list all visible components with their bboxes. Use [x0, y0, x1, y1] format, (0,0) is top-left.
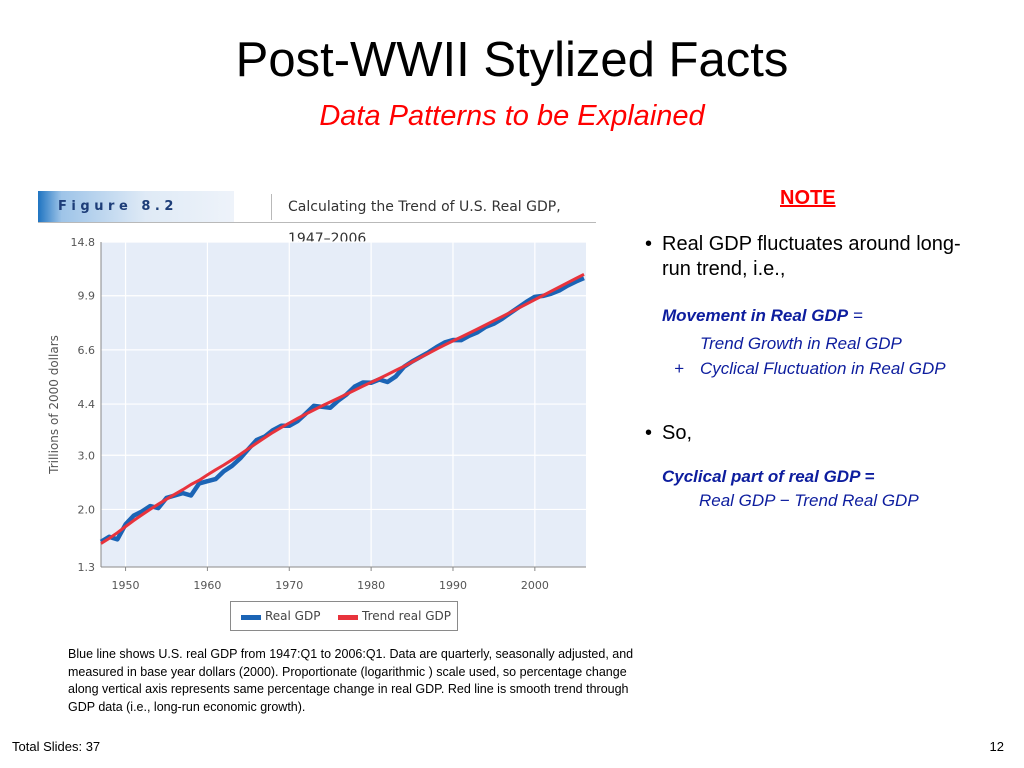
- figure-label: F i g u r e 8 . 2: [38, 191, 234, 223]
- legend-label-trend-gdp: Trend real GDP: [362, 609, 451, 623]
- figure-header-rule: [38, 222, 596, 223]
- slide-subtitle: Data Patterns to be Explained: [319, 100, 705, 132]
- movement-label: Movement in Real GDP: [662, 306, 849, 325]
- plus-sign: +: [674, 359, 684, 378]
- total-slides: Total Slides: 37: [12, 739, 101, 754]
- x-tick-label: 1950: [112, 579, 140, 592]
- equals-sign: =: [852, 306, 863, 325]
- y-axis-label: Trillions of 2000 dollars: [47, 335, 61, 475]
- series-line-trend-real-gdp: [100, 272, 585, 545]
- y-tick-label: 14.8: [71, 236, 96, 249]
- cyclical-part-label-text: Cyclical part of real GDP =: [662, 467, 875, 486]
- bullet-fluctuates-text: Real GDP fluctuates around long-run tren…: [662, 233, 961, 280]
- x-tick-label: 1960: [193, 579, 221, 592]
- cyclical-fluctuation-term: Cyclical Fluctuation in Real GDP: [700, 359, 946, 378]
- legend-swatch-real-gdp: [241, 615, 261, 620]
- y-tick-label: 2.0: [78, 503, 96, 516]
- y-tick-label: 3.0: [78, 449, 96, 462]
- trend-growth-term: Trend Growth in Real GDP: [700, 334, 902, 353]
- slide-number: 12: [989, 739, 1004, 754]
- note-heading: NOTE: [780, 187, 836, 209]
- x-tick-label: 1990: [439, 579, 467, 592]
- bullet-so-text: So,: [662, 422, 693, 444]
- y-tick-label: 1.3: [78, 561, 96, 574]
- slide-title: Post-WWII Stylized Facts: [235, 33, 789, 87]
- legend-label-real-gdp: Real GDP: [265, 609, 321, 623]
- movement-equation: Movement in Real GDP =: [662, 305, 863, 327]
- legend-swatch-trend-gdp: [338, 615, 358, 620]
- y-tick-label: 4.4: [78, 398, 96, 411]
- x-tick-label: 1980: [357, 579, 385, 592]
- figure-header-divider: [271, 194, 272, 220]
- cyclical-part-label: Cyclical part of real GDP =: [662, 466, 874, 488]
- x-tick-label: 1970: [275, 579, 303, 592]
- figure-header: F i g u r e 8 . 2 Calculating the Trend …: [38, 191, 596, 247]
- bullet-dot: •: [645, 422, 653, 444]
- y-tick-label: 9.9: [78, 290, 96, 303]
- bullet-so: • So,: [645, 421, 693, 446]
- gdp-chart: 14.8 9.9 6.6 4.4 3.0 2.0 1.3 1950 1960 1970 1980 19…: [47, 236, 586, 592]
- x-tick-label: 2000: [521, 579, 549, 592]
- y-tick-label: 6.6: [78, 344, 96, 357]
- figure-caption: Blue line shows U.S. real GDP from 1947:…: [68, 647, 634, 714]
- bullet-dot: •: [645, 233, 653, 255]
- bullet-fluctuates: • Real GDP fluctuates around long-run tr…: [645, 232, 962, 282]
- cyclical-formula: Real GDP − Trend Real GDP: [699, 491, 919, 510]
- chart-legend: Real GDP Trend real GDP: [230, 601, 458, 631]
